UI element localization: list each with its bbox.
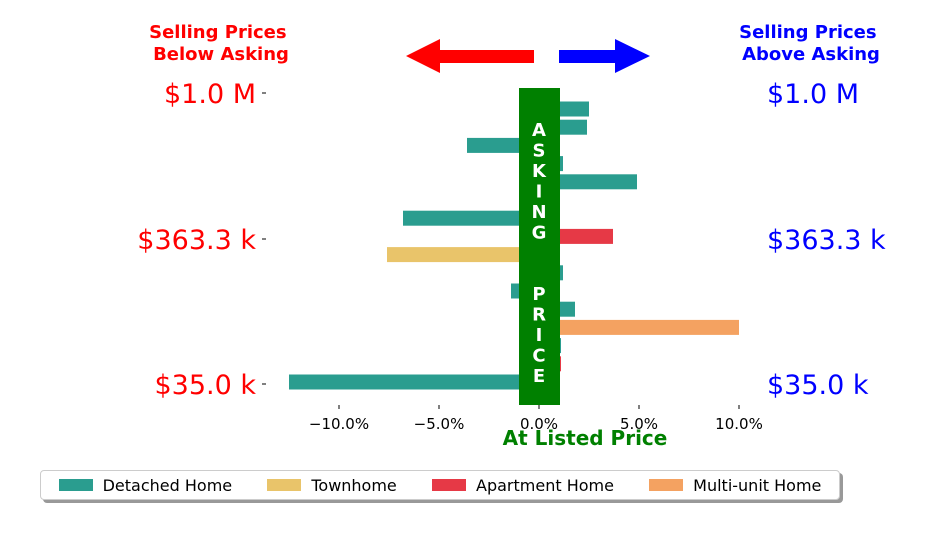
y-tick-label-right: $363.3 k [767,225,886,256]
x-axis-label: At Listed Price [503,426,668,450]
legend-item: Townhome [267,475,397,495]
legend-label: Townhome [311,475,397,495]
legend-swatch [267,479,302,491]
x-tick-label: −10.0% [309,415,369,433]
right-arrow-icon [559,39,650,73]
legend-item: Multi-unit Home [649,476,821,495]
x-tick-label: −5.0% [414,415,465,433]
asking-price-band [519,88,560,405]
bars-group [289,101,739,390]
legend-swatch [58,479,93,491]
x-tick-label: 0.0% [520,415,558,433]
y-tick-label-left: $1.0 M [164,79,256,110]
bar-detached-home [403,210,539,226]
legend-item: Apartment Home [432,476,614,495]
x-tick-label: 5.0% [620,415,658,433]
bar-multi-unit-home [539,319,739,335]
legend-swatch [649,479,684,491]
left-arrow-icon [406,39,534,73]
y-tick-label-right: $1.0 M [767,79,859,110]
y-ticks-right: $1.0 M $363.3 k $35.0 k [767,79,886,401]
bar-detached-home [539,174,637,190]
x-ticks: −10.0% −5.0% 0.0% 5.0% 10.0% [309,405,763,433]
header-right: Selling Prices Above Asking [739,22,883,65]
y-tick-label-right: $35.0 k [767,370,869,401]
bar-townhome [387,247,539,263]
legend-swatch [432,479,466,491]
y-tick-label-left: $363.3 k [137,225,256,256]
bar-detached-home [289,374,539,390]
legend-label: Multi-unit Home [693,475,822,495]
header-left: Selling Prices Below Asking [149,22,293,65]
y-tick-label-left: $35.0 k [154,370,256,401]
legend: Detached Home Townhome Apartment Home Multi… [40,470,840,500]
y-ticks-left: $1.0 M $363.3 k $35.0 k [137,79,266,401]
legend-label: Apartment Home [476,475,614,495]
legend-label: Detached Home [102,475,233,495]
x-tick-label: 10.0% [715,415,763,433]
legend-item: Detached Home [58,475,233,495]
